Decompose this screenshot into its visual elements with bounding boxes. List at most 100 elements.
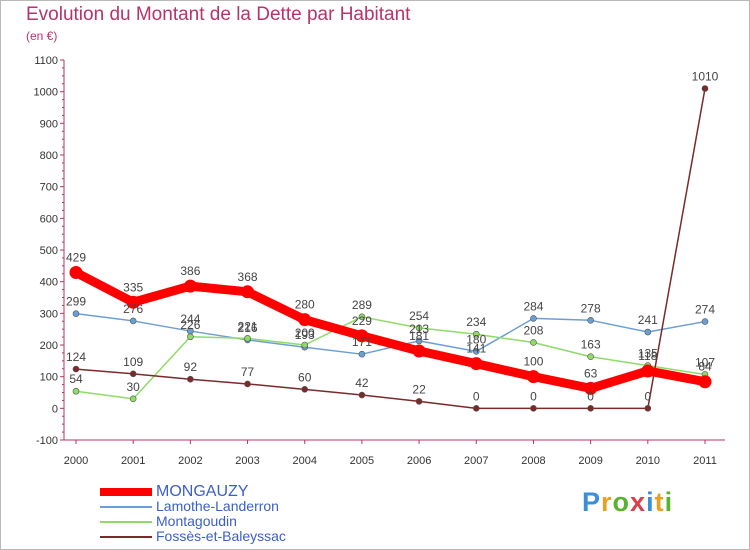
data-label: 244	[180, 312, 200, 326]
legend-swatch	[100, 505, 152, 508]
data-point-fosses-et-baleyssac	[187, 375, 194, 383]
x-tick-label: 2003	[235, 455, 259, 467]
data-label: 386	[180, 264, 200, 278]
logo-letter: i	[646, 487, 655, 517]
data-label: 284	[523, 299, 543, 313]
x-tick-label: 2002	[178, 455, 202, 467]
data-point-fosses-et-baleyssac	[244, 380, 251, 388]
data-point-lamothe-landerron	[358, 350, 366, 358]
data-point-mongauzy	[698, 375, 712, 389]
x-tick-label: 2006	[407, 455, 431, 467]
data-label: 60	[298, 370, 312, 384]
series-line-montagoudin	[75, 316, 706, 400]
data-point-montagoudin	[415, 324, 423, 332]
data-label: 163	[581, 338, 601, 352]
data-label: 171	[352, 335, 372, 349]
data-label: 0	[644, 389, 651, 403]
data-label: 1010	[692, 70, 719, 84]
data-label: 278	[581, 301, 601, 315]
data-label: 181	[409, 329, 429, 343]
legend-item-montagoudin: Montagoudin	[100, 514, 286, 529]
y-tick-label: 500	[40, 245, 58, 257]
data-point-fosses-et-baleyssac	[530, 405, 537, 412]
data-point-montagoudin	[530, 339, 537, 346]
data-point-lamothe-landerron	[644, 328, 652, 336]
data-label: 226	[180, 318, 200, 332]
data-point-montagoudin	[358, 313, 366, 321]
y-tick-label: 1000	[34, 87, 58, 99]
data-label: 77	[241, 365, 255, 379]
data-point-mongauzy	[183, 279, 197, 293]
y-tick-label: 800	[40, 150, 58, 162]
data-point-mongauzy	[641, 364, 655, 378]
data-point-mongauzy	[584, 381, 598, 395]
data-point-fosses-et-baleyssac	[472, 405, 480, 412]
legend-item-mongauzy: MONGAUZY	[100, 484, 286, 500]
data-label: 280	[295, 298, 315, 312]
data-label: 276	[123, 302, 143, 316]
legend-swatch	[100, 535, 152, 538]
series-line-lamothe-landerron	[75, 312, 706, 355]
data-label: 100	[523, 355, 543, 369]
logo-letter: P	[582, 487, 602, 517]
data-label: 234	[466, 315, 486, 329]
x-tick-label: 2010	[636, 455, 660, 467]
data-point-mongauzy	[355, 329, 369, 343]
x-tick-label: 2011	[693, 455, 717, 467]
data-label: 193	[295, 328, 315, 342]
legend-label: Montagoudin	[156, 513, 237, 529]
x-tick-label: 2005	[350, 455, 374, 467]
legend-item-fosses-et-baleyssac: Fossès-et-Baleyssac	[100, 529, 286, 544]
y-tick-label: 900	[40, 118, 58, 130]
data-point-fosses-et-baleyssac	[644, 405, 652, 412]
data-label: 0	[587, 389, 594, 403]
chart-title: Evolution du Montant de la Dette par Hab…	[26, 4, 411, 25]
data-label: 22	[412, 382, 426, 396]
data-point-fosses-et-baleyssac	[701, 85, 709, 92]
chart-subtitle: (en €)	[26, 29, 58, 43]
y-tick-label: 1100	[34, 55, 58, 67]
data-label: 63	[584, 366, 598, 380]
data-point-lamothe-landerron	[129, 317, 137, 325]
data-label: 335	[123, 280, 143, 294]
data-point-mongauzy	[412, 344, 426, 358]
y-tick-label: 700	[40, 182, 58, 194]
data-label: 30	[127, 380, 141, 394]
data-point-lamothe-landerron	[472, 348, 480, 355]
data-label: 54	[69, 372, 83, 386]
data-label: 429	[66, 250, 86, 264]
data-label: 241	[638, 313, 658, 327]
data-label: 0	[530, 389, 537, 403]
x-tick-label: 2007	[464, 455, 488, 467]
y-tick-label: 400	[40, 277, 58, 289]
data-point-fosses-et-baleyssac	[72, 365, 80, 373]
data-point-mongauzy	[126, 295, 140, 309]
y-tick-label: 0	[52, 403, 58, 415]
data-label: 118	[638, 349, 657, 363]
series-line-mongauzy	[71, 267, 710, 393]
data-point-lamothe-landerron	[72, 310, 80, 317]
x-tick-label: 2008	[521, 455, 545, 467]
data-label: 229	[352, 314, 372, 328]
data-point-mongauzy	[526, 370, 540, 384]
data-label: 254	[409, 309, 429, 323]
y-tick-label: 300	[40, 308, 58, 320]
data-point-montagoudin	[244, 335, 251, 342]
data-point-montagoudin	[587, 353, 594, 361]
data-point-lamothe-landerron	[415, 337, 423, 345]
data-point-lamothe-landerron	[530, 315, 537, 322]
data-point-mongauzy	[241, 285, 255, 299]
data-label: 135	[638, 347, 658, 361]
data-point-fosses-et-baleyssac	[358, 391, 366, 399]
chart-legend: MONGAUZY Lamothe-Landerron Montagoudin Foss…	[100, 484, 286, 544]
legend-swatch	[100, 487, 152, 496]
data-label: 84	[698, 360, 712, 374]
data-label: 0	[473, 389, 480, 403]
data-label: 208	[523, 323, 543, 337]
data-point-mongauzy	[469, 357, 483, 371]
legend-swatch	[100, 520, 152, 523]
logo-letter: r	[601, 487, 613, 517]
logo-letter: o	[612, 487, 631, 517]
legend-label: Lamothe-Landerron	[156, 498, 279, 514]
data-label: 92	[184, 360, 198, 374]
